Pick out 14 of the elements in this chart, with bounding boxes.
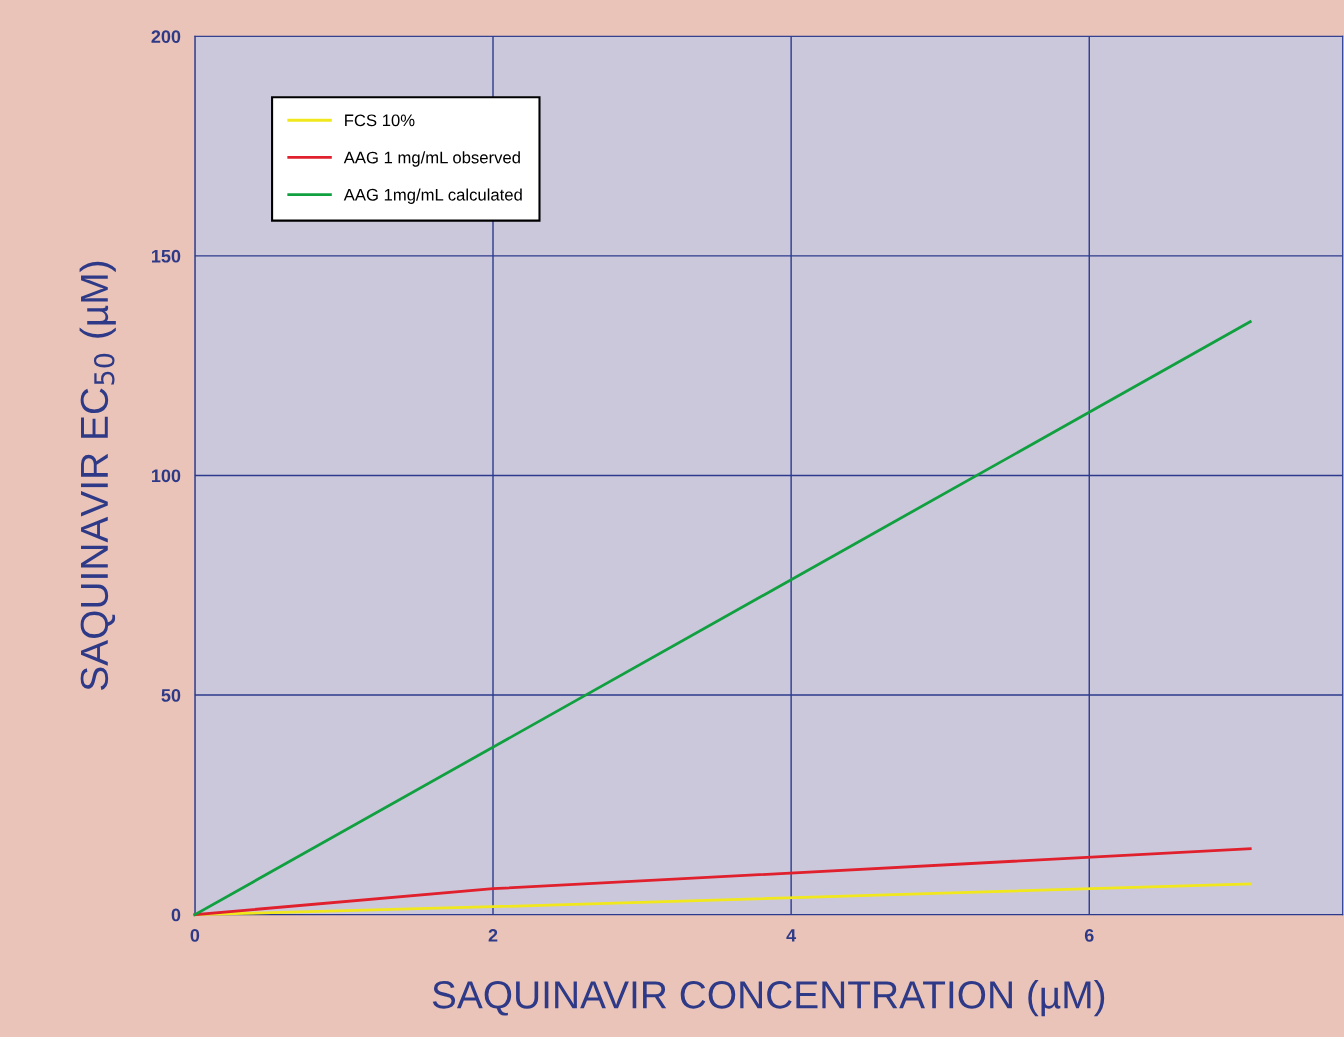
y-tick-label: 50 <box>161 688 181 702</box>
y-tick-label: 0 <box>171 908 181 922</box>
legend-label: AAG 1 mg/mL observed <box>343 151 520 167</box>
y-tick-label: 200 <box>151 30 181 44</box>
x-tick-label: 6 <box>1084 929 1094 942</box>
legend-label: FCS 10% <box>345 114 415 127</box>
x-tick-label: 2 <box>488 929 498 942</box>
y-tick-label: 150 <box>152 249 181 263</box>
y-tick-label: 100 <box>152 469 181 483</box>
y-axis-title: SAQUINAVIR EC$_{50}$ (µM) <box>79 261 116 690</box>
legend-label: AAG 1mg/mL calculated <box>343 188 522 204</box>
x-tick-label: 0 <box>190 929 200 942</box>
x-tick-label: 4 <box>786 929 797 942</box>
x-axis-title: SAQUINAVIR CONCENTRATION (µM) <box>432 980 1105 1017</box>
